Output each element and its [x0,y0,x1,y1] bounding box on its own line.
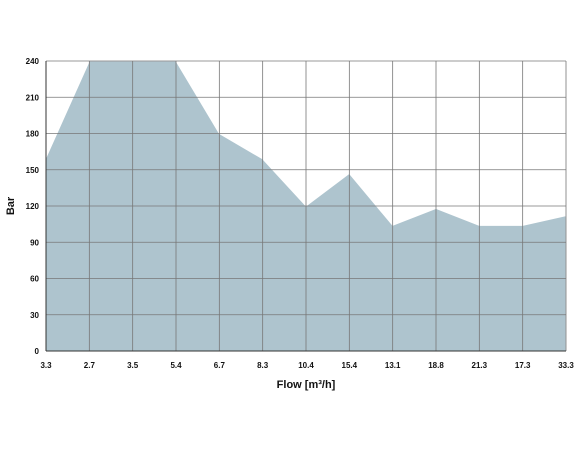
y-tick-label: 180 [26,130,40,139]
plot-area [46,61,566,351]
x-tick-label: 3.3 [40,361,52,370]
y-tick-label: 60 [30,275,39,284]
y-axis-title: Bar [5,196,17,215]
x-tick-label: 6.7 [214,361,226,370]
x-tick-label: 5.4 [170,361,182,370]
x-axis-ticks: 3.3 2.7 3.5 5.4 6.7 8.3 10.4 15.4 13.1 18.8 21.3 17… [40,361,574,370]
x-tick-label: 2.7 [84,361,96,370]
x-tick-label: 17.3 [515,361,531,370]
x-axis-title: Flow [m³/h] [277,379,336,391]
x-tick-label: 8.3 [257,361,269,370]
x-tick-label: 18.8 [428,361,444,370]
x-tick-label: 15.4 [342,361,358,370]
y-tick-label: 0 [35,347,40,356]
y-tick-label: 240 [26,57,40,66]
x-tick-label: 3.5 [127,361,139,370]
y-tick-label: 120 [26,202,40,211]
y-tick-label: 90 [30,238,39,247]
y-tick-label: 210 [26,93,40,102]
y-tick-label: 30 [30,311,39,320]
y-axis-ticks: 0 30 60 90 120 150 180 210 240 [26,57,40,356]
x-tick-label: 13.1 [385,361,401,370]
x-tick-label: 33.3 [558,361,574,370]
y-tick-label: 150 [26,166,40,175]
x-tick-label: 21.3 [472,361,488,370]
x-tick-label: 10.4 [298,361,314,370]
